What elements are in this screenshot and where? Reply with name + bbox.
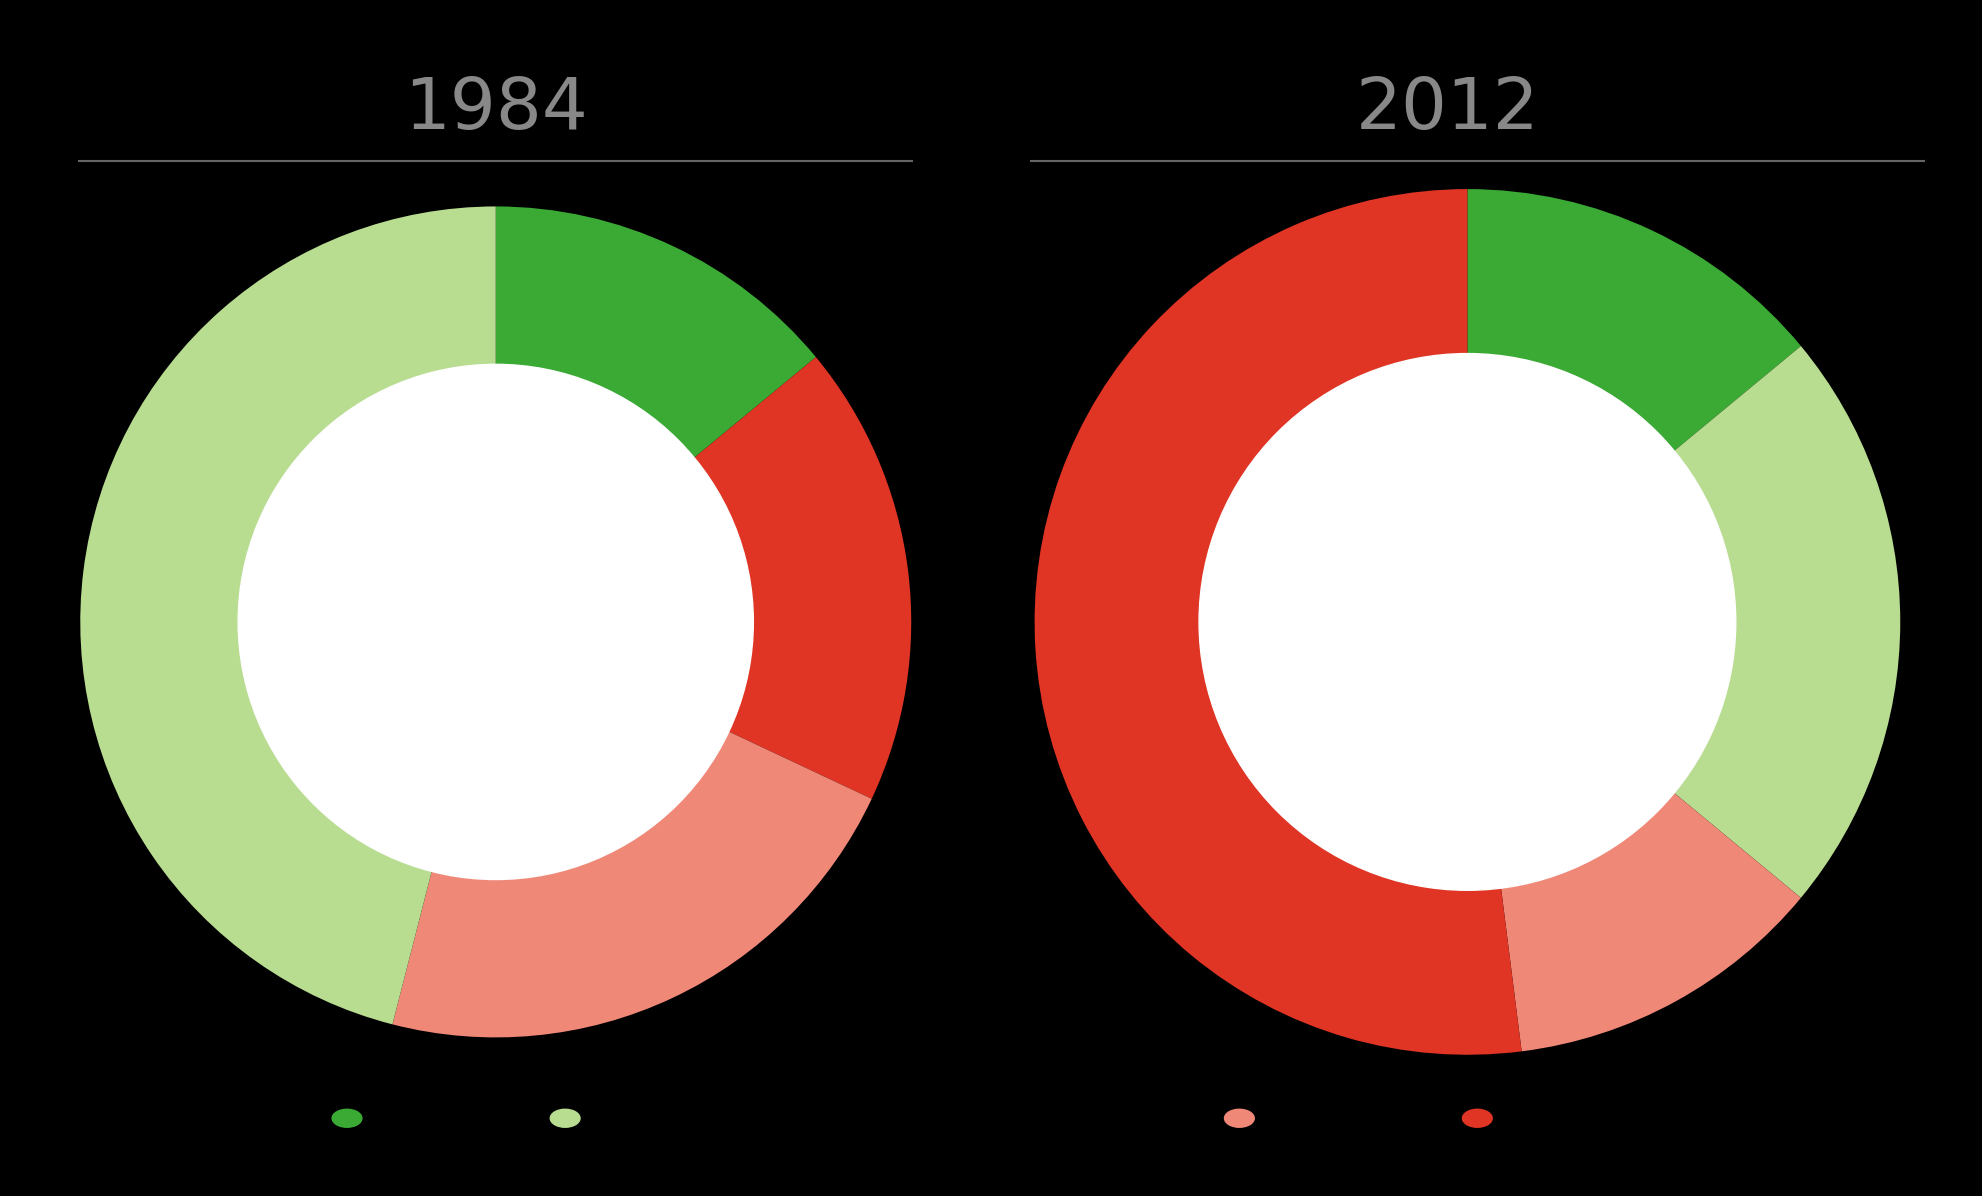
Wedge shape — [1673, 346, 1899, 898]
Wedge shape — [1467, 189, 1800, 451]
Text: 2012: 2012 — [1356, 74, 1538, 144]
Wedge shape — [392, 732, 872, 1037]
Wedge shape — [79, 207, 496, 1024]
Text: 1984: 1984 — [404, 74, 587, 144]
Wedge shape — [1500, 793, 1800, 1051]
Circle shape — [238, 365, 753, 879]
Wedge shape — [694, 358, 912, 799]
Wedge shape — [1035, 189, 1520, 1055]
Wedge shape — [496, 207, 815, 458]
Circle shape — [1199, 354, 1734, 890]
